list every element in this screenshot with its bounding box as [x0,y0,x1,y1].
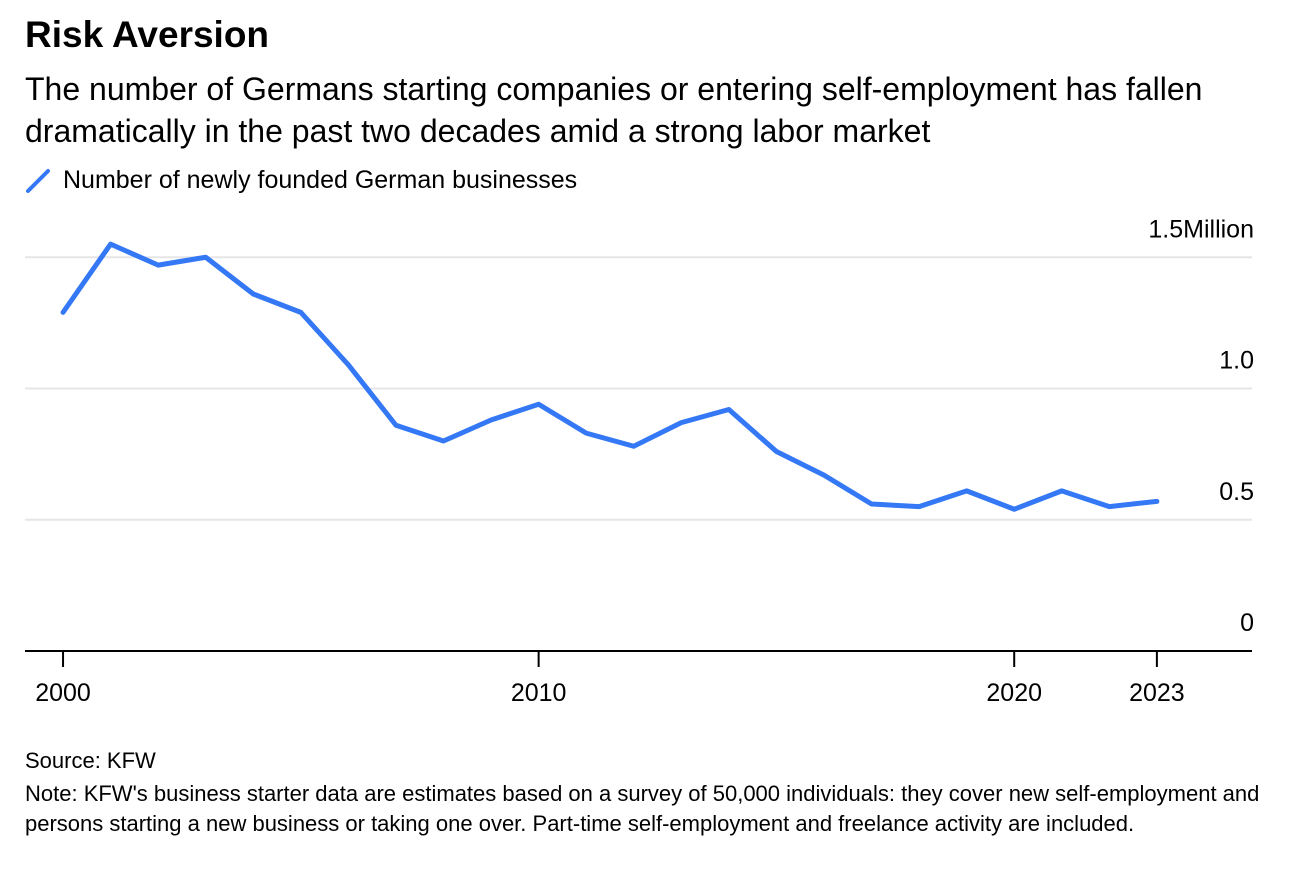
y-tick-label: 1.5Million [1148,215,1254,243]
source: Source: KFW [25,748,156,773]
note: Note: KFW's business starter data are es… [25,781,1260,836]
x-tick-label: 2010 [511,679,567,707]
legend-swatch [26,168,50,193]
x-tick-label: 2000 [35,679,91,707]
chart-title: Risk Aversion [25,14,270,55]
y-tick-label: 1.0 [1219,347,1254,375]
x-tick-label: 2023 [1129,679,1185,707]
legend: Number of newly founded German businesse… [25,166,577,195]
y-tick-label: 0 [1240,609,1254,637]
y-tick-label: 0.5 [1219,478,1254,506]
x-tick-label: 2020 [986,679,1042,707]
chart-subtitle: The number of Germans starting companies… [25,71,1203,149]
legend-label: Number of newly founded German businesse… [63,166,578,194]
line [60,241,1160,512]
